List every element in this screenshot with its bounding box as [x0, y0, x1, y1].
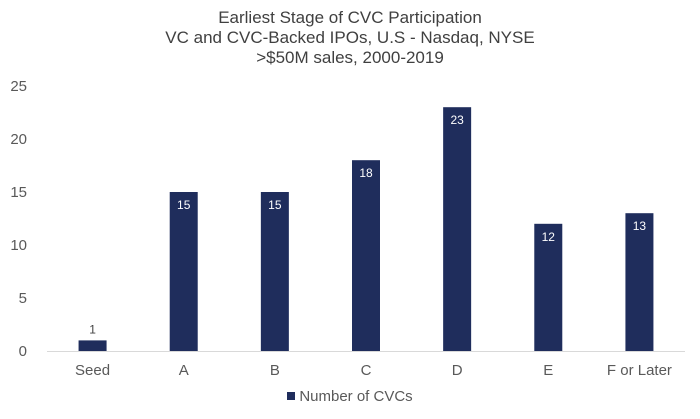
chart-title-line-2: VC and CVC-Backed IPOs, U.S - Nasdaq, NY… — [165, 28, 535, 47]
data-label: 15 — [177, 198, 191, 212]
data-label: 13 — [633, 219, 647, 233]
x-tick-label: B — [270, 362, 280, 379]
data-label: 18 — [359, 166, 373, 180]
chart-title: Earliest Stage of CVC Participation VC a… — [0, 8, 700, 68]
chart-title-line-3: >$50M sales, 2000-2019 — [256, 48, 444, 67]
x-tick-label: D — [452, 362, 463, 379]
y-tick-label: 0 — [19, 343, 27, 360]
y-tick-label: 15 — [10, 184, 27, 201]
x-tick-label: A — [179, 362, 189, 379]
y-tick-label: 5 — [19, 290, 27, 307]
y-tick-label: 25 — [10, 78, 27, 95]
data-label: 12 — [542, 230, 556, 244]
bar — [260, 192, 289, 351]
chart-title-line-1: Earliest Stage of CVC Participation — [218, 8, 482, 27]
data-label: 1 — [89, 322, 96, 336]
y-tick-label: 20 — [10, 131, 27, 148]
legend-label: Number of CVCs — [299, 388, 413, 405]
x-tick-label: C — [361, 362, 372, 379]
x-tick-label: E — [543, 362, 553, 379]
x-tick-label: Seed — [75, 362, 110, 379]
legend-swatch — [287, 392, 296, 401]
y-tick-label: 10 — [10, 237, 27, 254]
bar — [534, 223, 563, 351]
data-label: 15 — [268, 198, 282, 212]
data-label: 23 — [450, 113, 464, 127]
bar — [352, 160, 380, 351]
bar — [78, 340, 107, 351]
bar — [443, 107, 472, 351]
x-tick-label: F or Later — [607, 362, 672, 379]
bar — [625, 213, 654, 351]
bar — [169, 192, 198, 351]
legend: Number of CVCs — [0, 388, 700, 405]
